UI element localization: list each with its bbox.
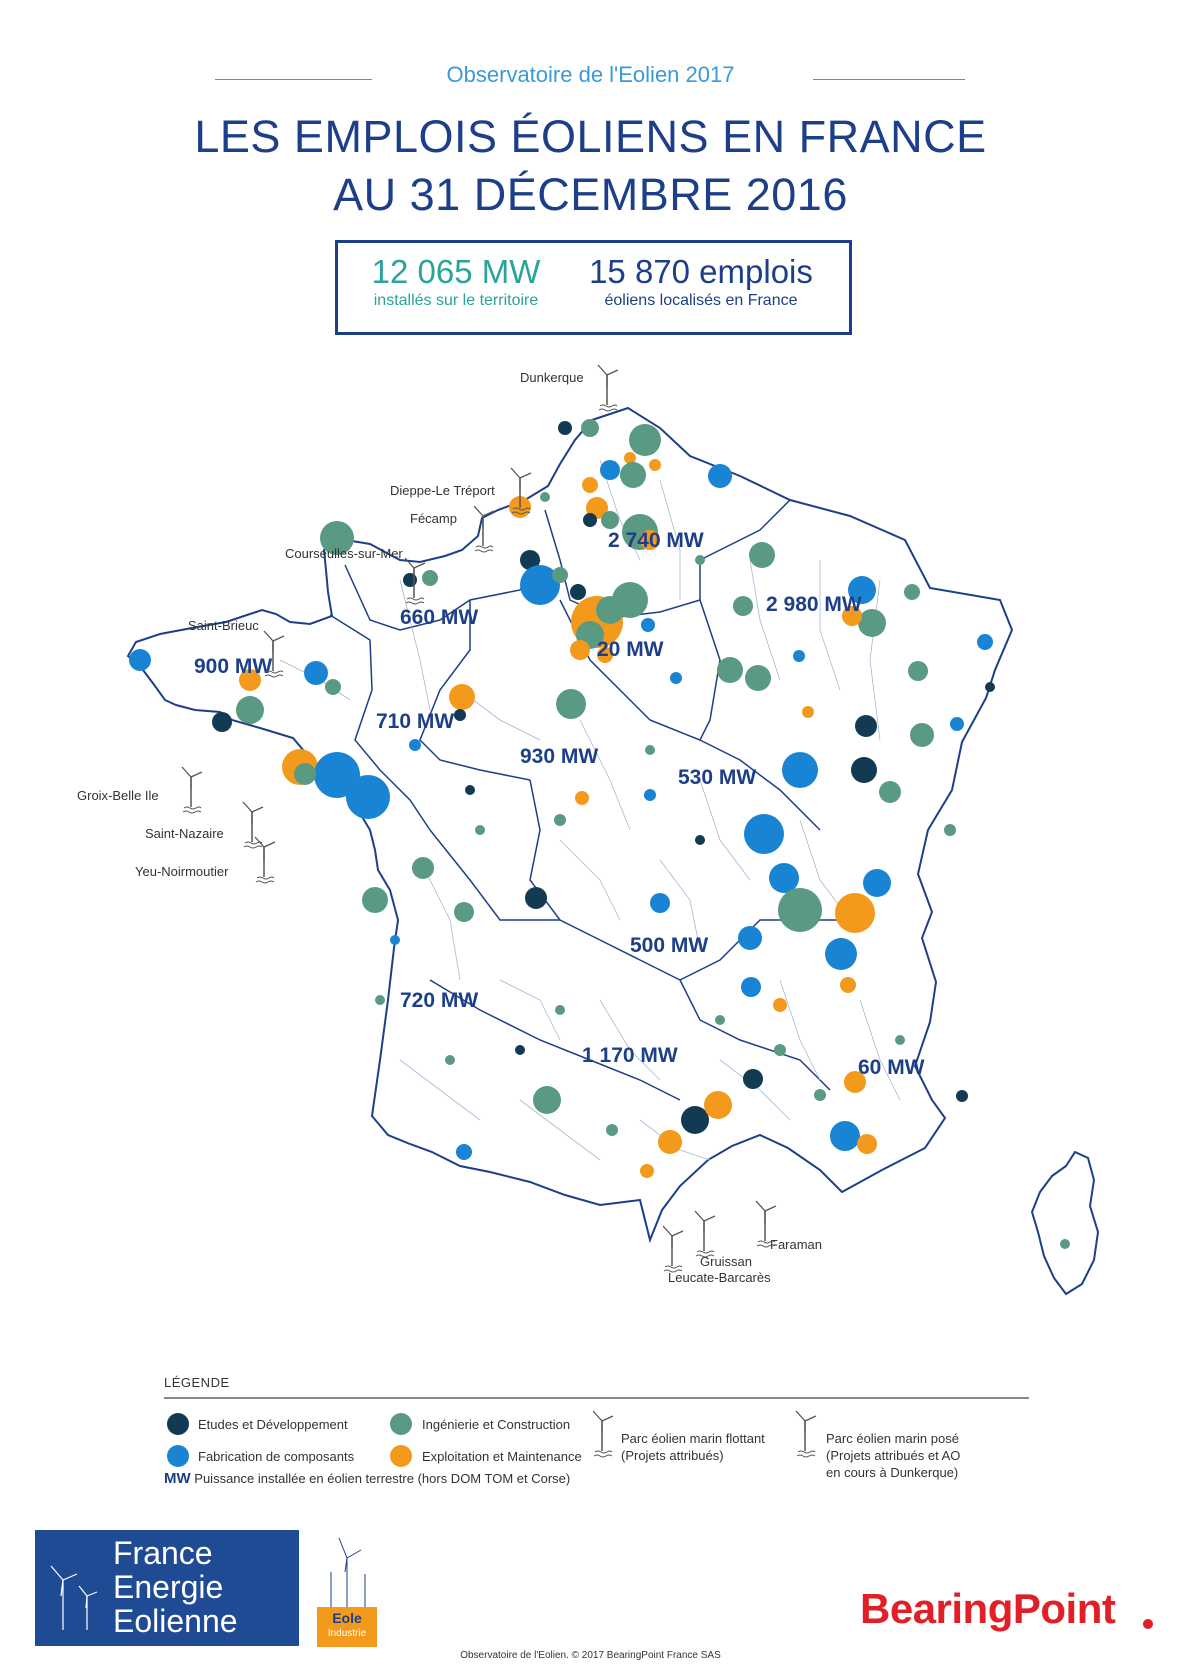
bearingpoint-logo: BearingPoint (860, 1585, 1116, 1632)
stat-jobs-caption: éoliens localisés en France (604, 292, 798, 309)
region-mw-label: 930 MW (520, 745, 598, 768)
fee-word-3: Eolienne (113, 1603, 238, 1639)
region-mw-label: 500 MW (630, 934, 708, 957)
eole-badge: Eole Industrie (317, 1607, 377, 1647)
legend-rule (164, 1397, 1029, 1399)
turbine-icon (263, 630, 285, 678)
turbine-icon (662, 1225, 684, 1273)
registered-mark-icon (1143, 1619, 1153, 1629)
stat-mw-value: 12 065 MW (371, 253, 541, 290)
region-mw-label: 2 740 MW (608, 529, 704, 552)
fee-word-2: Energie (113, 1569, 224, 1605)
floating-turbine-icon (592, 1410, 614, 1458)
region-mw-label: 20 MW (597, 638, 664, 661)
stats-box: 12 065 MW installés sur le territoire 15… (335, 240, 852, 335)
job-bubbles (129, 419, 1070, 1249)
floating-label-line-2: (Projets attribués) (621, 1448, 724, 1463)
legend-label-ingenierie: Ingénierie et Construction (422, 1417, 571, 1432)
legend: LÉGENDE Etudes et Développement Ingénier… (164, 1375, 1029, 1487)
region-mw-label: 2 980 MW (766, 593, 862, 616)
stat-jobs-value: 15 870 emplois (589, 253, 813, 290)
france-outline (126, 406, 1014, 1244)
header-kicker: Observatoire de l'Eolien 2017 (446, 62, 735, 87)
legend-label-exploitation: Exploitation et Maintenance (422, 1449, 582, 1464)
fee-turbine-icon (50, 1565, 98, 1630)
region-mw-label: 1 170 MW (582, 1044, 678, 1067)
title-line-1: LES EMPLOIS ÉOLIENS EN FRANCE (194, 111, 987, 162)
title-line-2: AU 31 DÉCEMBRE 2016 (333, 169, 848, 220)
turbine-icon (510, 467, 532, 515)
region-mw-label: 720 MW (400, 989, 478, 1012)
legend-floating-label: Parc éolien marin flottant (Projets attr… (621, 1430, 765, 1464)
turbine-icon (254, 836, 276, 884)
eole-word-2: Industrie (327, 1628, 367, 1639)
fixed-label-line-3: en cours à Dunkerque) (826, 1465, 959, 1480)
eole-word-1: Eole (332, 1610, 362, 1626)
region-mw-label: 530 MW (678, 766, 756, 789)
mw-note-text: Puissance installée en éolien terrestre … (194, 1471, 571, 1486)
legend-mw-note: MW Puissance installée en éolien terrest… (164, 1470, 570, 1487)
turbine-icon (181, 766, 203, 814)
region-mw-label: 710 MW (376, 710, 454, 733)
region-mw-label: 660 MW (400, 606, 478, 629)
legend-dot-exploitation (390, 1445, 412, 1467)
legend-dot-ingenierie (390, 1413, 412, 1435)
region-mw-label: 900 MW (194, 655, 272, 678)
eole-industrie-logo: Eole Industrie (317, 1532, 377, 1647)
header-rule-left (215, 79, 372, 80)
legend-label-fabrication: Fabrication de composants (198, 1449, 355, 1464)
region-mw-label: 60 MW (858, 1056, 925, 1079)
mw-key: MW (164, 1470, 191, 1487)
fixed-label-line-2: (Projets attribués et AO (826, 1448, 961, 1463)
turbine-icon (755, 1200, 777, 1248)
turbine-icon (404, 557, 426, 605)
legend-title: LÉGENDE (164, 1375, 230, 1390)
legend-dot-etudes (167, 1413, 189, 1435)
turbine-icon (473, 505, 495, 553)
stat-mw-caption: installés sur le territoire (373, 292, 539, 309)
footer-credit: Observatoire de l'Eolien. © 2017 Bearing… (460, 1650, 721, 1661)
turbine-icon (694, 1210, 716, 1258)
turbine-icon (242, 801, 264, 849)
france-energie-eolienne-logo: France Energie Eolienne (35, 1530, 299, 1646)
eole-turbine-icon (330, 1537, 366, 1608)
france-map: 2 740 MW 2 980 MW 660 MW 20 MW 900 MW 71… (126, 406, 1100, 1296)
region-mw-labels: 2 740 MW 2 980 MW 660 MW 20 MW 900 MW 71… (194, 529, 925, 1079)
corsica-outline (1030, 1150, 1100, 1296)
legend-label-etudes: Etudes et Développement (198, 1417, 348, 1432)
fixed-turbine-icon (795, 1410, 817, 1458)
stat-installed-mw: 12 065 MW installés sur le territoire (356, 253, 556, 311)
legend-dot-fabrication (167, 1445, 189, 1467)
stat-jobs: 15 870 emplois éoliens localisés en Fran… (566, 253, 836, 311)
floating-label-line-1: Parc éolien marin flottant (621, 1431, 765, 1446)
page-title: LES EMPLOIS ÉOLIENS EN FRANCE AU 31 DÉCE… (0, 108, 1181, 224)
fixed-label-line-1: Parc éolien marin posé (826, 1431, 959, 1446)
turbine-icon (597, 364, 619, 412)
legend-fixed-label: Parc éolien marin posé (Projets attribué… (826, 1430, 960, 1481)
header-rule-right (813, 79, 965, 80)
fee-word-1: France (113, 1535, 213, 1571)
